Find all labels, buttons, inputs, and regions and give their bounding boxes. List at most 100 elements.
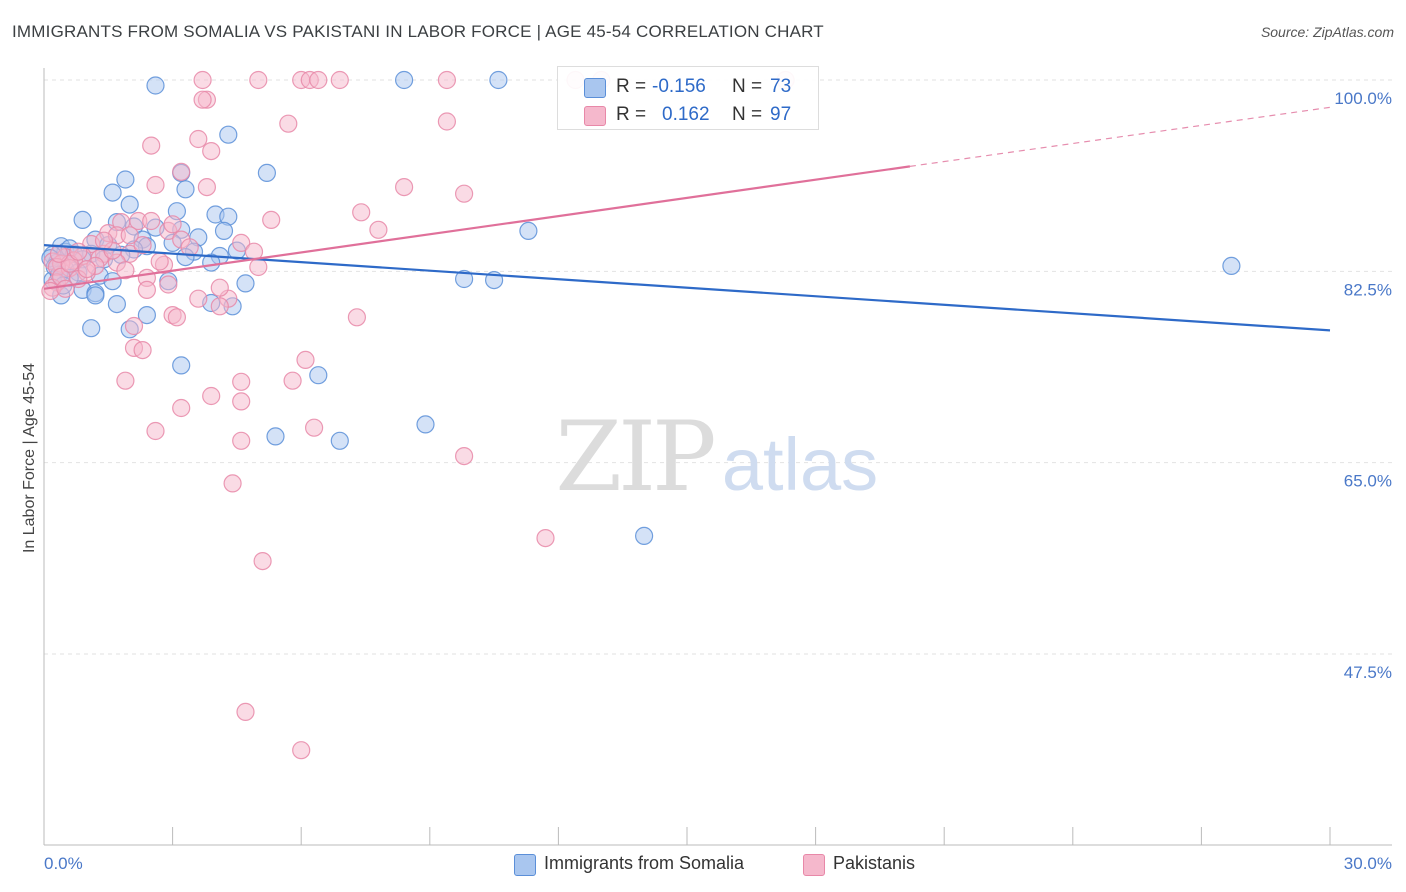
point-pakistan xyxy=(283,371,302,390)
point-pakistan xyxy=(197,178,216,197)
legend-label-pakistan: Pakistanis xyxy=(833,853,916,873)
grid xyxy=(44,79,1392,655)
point-pakistan xyxy=(189,289,208,308)
point-pakistan xyxy=(193,70,212,90)
x-tick-label-max: 30.0% xyxy=(1344,854,1392,873)
point-pakistan xyxy=(455,184,474,203)
pakistan-swatch xyxy=(584,106,606,126)
point-pakistan xyxy=(202,142,221,161)
point-pakistan xyxy=(167,308,186,327)
point-pakistan xyxy=(202,386,221,406)
point-pakistan xyxy=(347,308,366,327)
point-somalia xyxy=(120,195,139,214)
legend-label-somalia: Immigrants from Somalia xyxy=(544,853,745,873)
point-pakistan xyxy=(69,242,88,261)
point-somalia xyxy=(116,170,135,189)
point-somalia xyxy=(330,431,349,450)
point-pakistan xyxy=(369,220,388,239)
point-pakistan xyxy=(223,474,242,493)
somalia-swatch xyxy=(584,78,606,98)
point-somalia xyxy=(214,221,234,240)
point-pakistan xyxy=(49,244,69,263)
trend-lines xyxy=(43,106,1331,332)
trend-line-pakistan-extension xyxy=(909,106,1331,167)
point-somalia xyxy=(172,356,191,375)
point-somalia xyxy=(73,210,92,229)
point-pakistan xyxy=(56,279,75,298)
point-somalia xyxy=(176,180,195,199)
y-tick-label: 47.5% xyxy=(1344,663,1392,682)
point-pakistan xyxy=(116,261,135,280)
point-pakistan xyxy=(455,447,474,466)
pakistan-legend-swatch xyxy=(803,854,825,876)
point-pakistan xyxy=(437,70,456,90)
somalia-legend-swatch xyxy=(514,854,536,876)
point-pakistan xyxy=(210,278,229,297)
point-somalia xyxy=(236,274,255,293)
point-somalia xyxy=(86,286,105,305)
point-pakistan xyxy=(124,316,144,336)
point-pakistan xyxy=(437,112,456,131)
r-label: R = xyxy=(616,76,647,97)
point-pakistan xyxy=(146,421,165,441)
point-somalia xyxy=(1222,256,1241,275)
point-somalia xyxy=(146,76,165,95)
r-label: R = xyxy=(616,104,647,125)
stats-row-pakistan: R = 0.162 N = 97 xyxy=(558,101,818,129)
point-pakistan xyxy=(279,114,298,133)
point-somalia xyxy=(519,221,538,240)
point-pakistan xyxy=(116,371,135,390)
point-pakistan xyxy=(159,275,178,294)
point-pakistan xyxy=(189,129,208,149)
r-value-pakistan: 0.162 xyxy=(662,104,710,125)
chart-title: IMMIGRANTS FROM SOMALIA VS PAKISTANI IN … xyxy=(12,22,824,41)
n-label: N = xyxy=(732,76,763,97)
point-pakistan xyxy=(210,297,229,316)
point-somalia xyxy=(219,125,238,144)
point-pakistan xyxy=(309,70,328,90)
n-value-pakistan: 97 xyxy=(770,104,792,125)
point-pakistan xyxy=(253,551,272,571)
point-somalia xyxy=(137,306,156,325)
y-tick-labels: 100.0% 82.5% 65.0% 47.5% xyxy=(1334,89,1392,682)
point-pakistan xyxy=(193,90,212,109)
point-pakistan xyxy=(330,70,349,90)
point-somalia xyxy=(107,295,127,314)
point-pakistan xyxy=(133,341,152,360)
series-legend: Immigrants from Somalia Pakistanis xyxy=(0,852,1406,880)
chart-source: Source: ZipAtlas.com xyxy=(1260,24,1394,40)
point-pakistan xyxy=(536,528,555,548)
point-somalia xyxy=(416,415,435,434)
point-pakistan xyxy=(352,203,371,222)
point-pakistan xyxy=(249,257,268,277)
trend-line-pakistan xyxy=(43,165,911,290)
point-pakistan xyxy=(172,162,191,181)
y-tick-label: 65.0% xyxy=(1344,472,1392,491)
n-value-somalia: 73 xyxy=(770,76,792,97)
point-pakistan xyxy=(232,372,251,391)
point-pakistan xyxy=(120,226,139,245)
watermark-atlas: atlas xyxy=(722,423,878,506)
point-pakistan xyxy=(163,215,182,234)
point-pakistan xyxy=(180,238,199,257)
point-pakistan xyxy=(292,741,311,760)
point-somalia xyxy=(634,526,654,546)
point-somalia xyxy=(266,427,285,446)
stats-legend: R = -0.156 N = 73 R = 0.162 N = 97 xyxy=(557,66,819,130)
point-pakistan xyxy=(133,236,152,255)
point-pakistan xyxy=(232,431,251,450)
point-pakistan xyxy=(137,280,156,299)
watermark-zip: ZIP xyxy=(555,401,714,513)
point-pakistan xyxy=(94,231,114,250)
point-pakistan xyxy=(41,281,60,301)
point-pakistan xyxy=(296,350,315,369)
y-tick-label: 100.0% xyxy=(1334,89,1392,108)
point-pakistan xyxy=(395,178,414,197)
point-somalia xyxy=(309,366,328,385)
point-pakistan xyxy=(236,702,255,722)
point-pakistan xyxy=(249,70,268,90)
point-pakistan xyxy=(77,260,97,279)
r-value-somalia: -0.156 xyxy=(652,76,706,97)
point-pakistan xyxy=(142,211,161,231)
